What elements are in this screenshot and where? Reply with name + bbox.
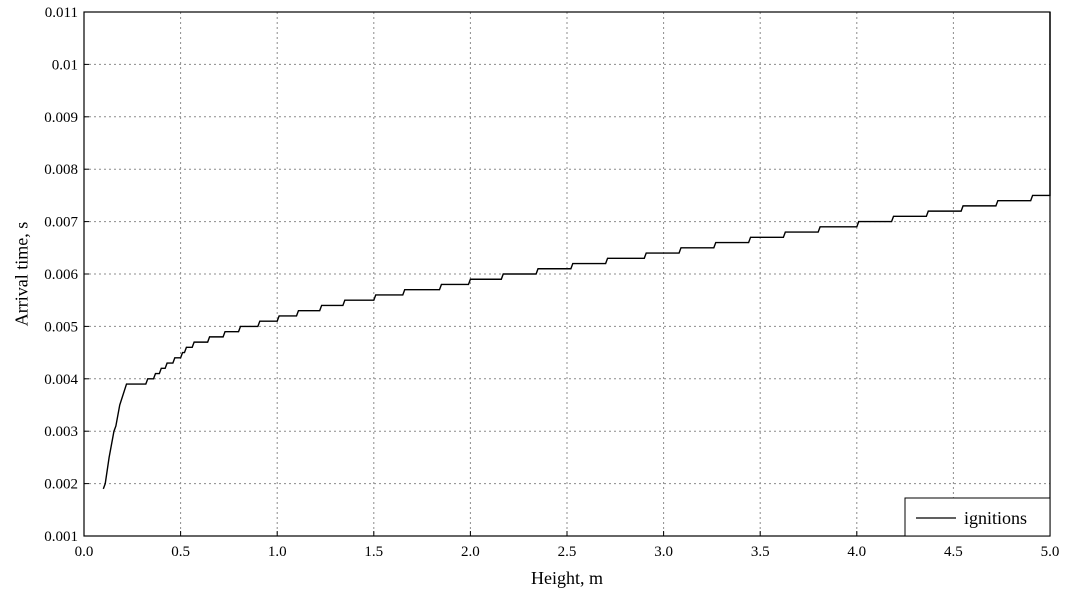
legend-box (904, 497, 1051, 537)
x-tick-label: 4.0 (847, 544, 866, 560)
x-tick-label: 0.5 (171, 544, 190, 560)
y-tick-label: 0.007 (44, 215, 78, 231)
x-tick-label: 1.5 (364, 544, 383, 560)
y-axis-title: Arrival time, s (11, 222, 31, 326)
x-axis-title: Height, m (531, 568, 603, 588)
y-tick-label: 0.01 (52, 57, 78, 73)
grid-lines (84, 12, 1050, 536)
y-axis: 0.001 0.002 0.003 0.004 0.005 0.006 0.007 0.008… (44, 5, 89, 545)
series-line-ignitions (102, 12, 1051, 490)
y-tick-label: 0.008 (44, 162, 78, 178)
y-tick-label: 0.005 (44, 319, 78, 335)
y-tick-label: 0.001 (44, 529, 78, 545)
legend-label-ignitions: ignitions (964, 508, 1027, 528)
x-axis: 0.0 0.5 1.0 1.5 2.0 2.5 3.0 3.5 4.0 4.5 5.0 (75, 531, 1060, 560)
x-tick-label: 2.0 (461, 544, 480, 560)
y-tick-label: 0.004 (44, 372, 78, 388)
x-tick-label: 3.0 (654, 544, 673, 560)
x-tick-label: 1.0 (268, 544, 287, 560)
y-tick-label: 0.003 (44, 424, 78, 440)
y-tick-label: 0.006 (44, 267, 78, 283)
x-tick-label: 0.0 (75, 544, 94, 560)
legend: ignitions (904, 497, 1051, 537)
y-tick-label: 0.011 (45, 5, 78, 21)
y-tick-label: 0.009 (44, 110, 78, 126)
x-tick-label: 2.5 (558, 544, 577, 560)
y-tick-label: 0.002 (44, 477, 78, 493)
series-layer (102, 12, 1051, 490)
x-tick-label: 5.0 (1041, 544, 1060, 560)
x-tick-label: 3.5 (751, 544, 770, 560)
x-tick-label: 4.5 (944, 544, 963, 560)
